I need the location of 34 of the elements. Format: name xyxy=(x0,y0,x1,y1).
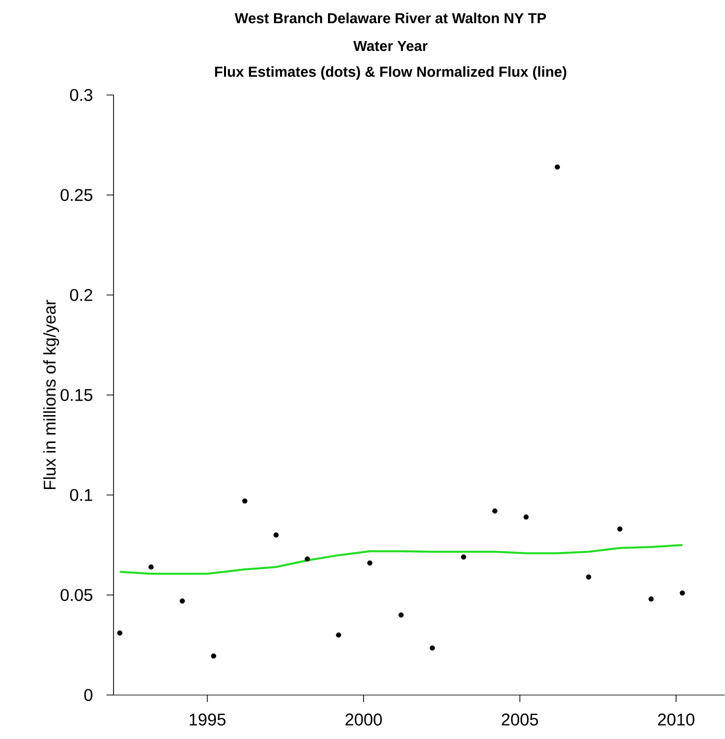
y-tick-label: 0.3 xyxy=(70,88,93,102)
point xyxy=(492,508,498,514)
x-tick-label: 1995 xyxy=(190,714,226,726)
y-tick-label: 0.25 xyxy=(60,188,93,202)
point xyxy=(648,596,654,602)
point xyxy=(148,564,154,570)
point xyxy=(430,645,436,651)
point xyxy=(304,556,310,562)
y-tick-label: 0.2 xyxy=(70,288,92,302)
chart-title: West Branch Delaware River at Walton NY TP xyxy=(234,12,546,24)
x-tick-label: 2000 xyxy=(346,714,382,726)
point xyxy=(524,514,529,520)
chart-subtitle: Water Year xyxy=(354,40,428,52)
point xyxy=(242,498,248,504)
point xyxy=(117,630,123,636)
text: Flux Estimates (dots) & Flow Normalized Flux (line) xyxy=(215,66,566,80)
point xyxy=(211,653,216,659)
y-tick-label: 0.1 xyxy=(70,488,92,502)
y-tick-label: 0.05 xyxy=(60,588,93,602)
point xyxy=(617,526,623,532)
point xyxy=(398,612,404,618)
x-tick-label: 2005 xyxy=(502,714,538,726)
point xyxy=(336,632,342,638)
point xyxy=(554,164,560,170)
point xyxy=(461,554,466,560)
point xyxy=(367,560,373,566)
y-tick-label: 0 xyxy=(84,688,93,702)
y-axis-title: Flux in millions of kg/year xyxy=(43,300,60,490)
y-tick-label: 0.15 xyxy=(60,388,93,402)
point xyxy=(180,598,186,604)
point xyxy=(586,574,592,580)
x-tick-label: 2010 xyxy=(658,714,695,726)
point xyxy=(680,590,686,596)
point xyxy=(274,532,279,538)
